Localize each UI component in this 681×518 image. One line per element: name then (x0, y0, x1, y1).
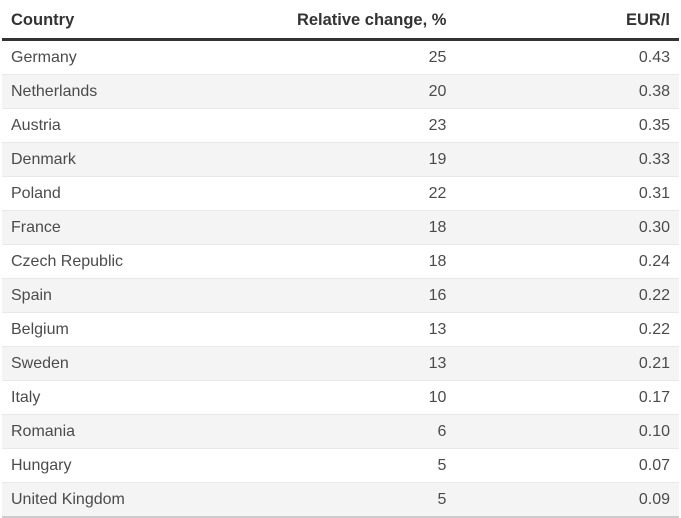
table-row: Denmark 19 0.33 (2, 142, 679, 177)
country-cell: Sweden (11, 354, 69, 372)
country-cell: Denmark (11, 150, 76, 168)
relative-change-cell: 20 (428, 82, 447, 100)
table-row: Romania 6 0.10 (2, 414, 679, 449)
table-row: Belgium 13 0.22 (2, 312, 679, 347)
eur-per-liter-cell: 0.43 (638, 48, 670, 66)
eur-per-liter-cell: 0.35 (638, 116, 670, 134)
column-header-country: Country (2, 0, 270, 41)
country-cell: France (11, 218, 61, 236)
table-body: Germany 25 0.43 Netherlands 20 0.38 Aust… (2, 40, 679, 517)
relative-change-cell: 23 (428, 116, 447, 134)
table-row: Spain 16 0.22 (2, 278, 679, 313)
eur-per-liter-cell: 0.30 (638, 218, 670, 236)
relative-change-cell: 5 (437, 490, 447, 508)
relative-change-cell: 16 (428, 286, 447, 304)
country-cell: Austria (11, 116, 61, 134)
table-header: Country Relative change, % EUR/l (2, 0, 679, 41)
eur-per-liter-cell: 0.09 (638, 490, 670, 508)
country-cell: Belgium (11, 320, 69, 338)
eur-per-liter-cell: 0.07 (638, 456, 670, 474)
eur-per-liter-cell: 0.17 (638, 388, 670, 406)
country-cell: Germany (11, 48, 77, 66)
country-cell: Italy (11, 388, 41, 406)
header-row: Country Relative change, % EUR/l (2, 0, 679, 41)
relative-change-cell: 5 (437, 456, 447, 474)
table-row: Italy 10 0.17 (2, 380, 679, 415)
column-header-eur-per-liter: EUR/l (455, 0, 679, 41)
relative-change-cell: 18 (428, 252, 447, 270)
country-cell: Netherlands (11, 82, 98, 100)
table-row: Poland 22 0.31 (2, 176, 679, 211)
relative-change-cell: 18 (428, 218, 447, 236)
eur-per-liter-cell: 0.21 (638, 354, 670, 372)
table-row: United Kingdom 5 0.09 (2, 482, 679, 517)
table-row: Hungary 5 0.07 (2, 448, 679, 483)
table-row: Germany 25 0.43 (2, 40, 679, 75)
table-row: Czech Republic 18 0.24 (2, 244, 679, 279)
column-header-relative-change: Relative change, % (269, 0, 456, 41)
relative-change-cell: 13 (428, 320, 447, 338)
relative-change-cell: 10 (428, 388, 447, 406)
country-cell: Poland (11, 184, 61, 202)
country-cell: Spain (11, 286, 52, 304)
table-row: Netherlands 20 0.38 (2, 74, 679, 109)
eur-per-liter-cell: 0.31 (638, 184, 670, 202)
table-row: Austria 23 0.35 (2, 108, 679, 143)
table-row: Sweden 13 0.21 (2, 346, 679, 381)
eur-per-liter-cell: 0.10 (638, 422, 670, 440)
eur-per-liter-cell: 0.24 (638, 252, 670, 270)
country-cell: United Kingdom (11, 490, 125, 508)
table-row: France 18 0.30 (2, 210, 679, 245)
country-cell: Czech Republic (11, 252, 124, 270)
country-cell: Hungary (11, 456, 72, 474)
relative-change-cell: 25 (428, 48, 447, 66)
eur-per-liter-cell: 0.22 (638, 320, 670, 338)
relative-change-cell: 22 (428, 184, 447, 202)
relative-change-cell: 6 (437, 422, 447, 440)
eur-per-liter-cell: 0.33 (638, 150, 670, 168)
relative-change-cell: 13 (428, 354, 447, 372)
eur-per-liter-cell: 0.22 (638, 286, 670, 304)
eur-per-liter-cell: 0.38 (638, 82, 670, 100)
relative-change-cell: 19 (428, 150, 447, 168)
country-cell: Romania (11, 422, 76, 440)
